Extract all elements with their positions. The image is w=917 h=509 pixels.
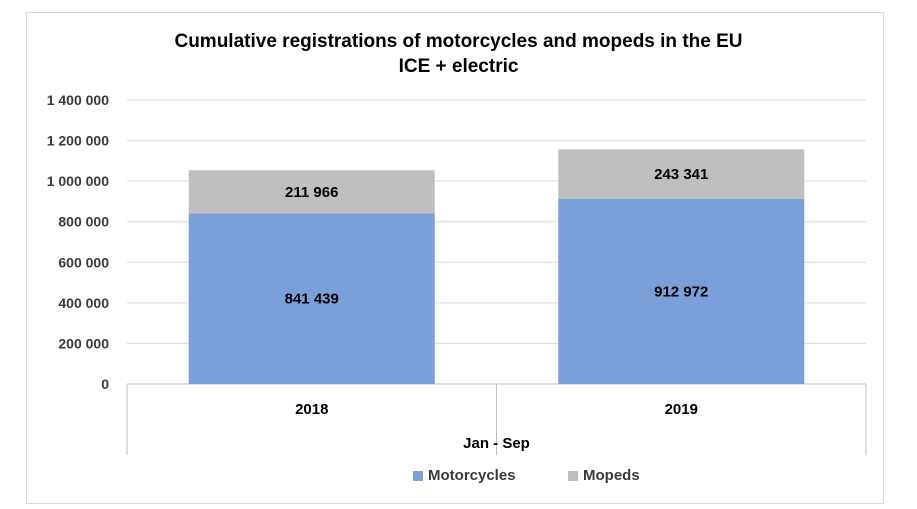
y-tick-label-4: 800 000 bbox=[58, 214, 109, 230]
legend-item-motorcycles: Motorcycles bbox=[413, 467, 516, 484]
y-tick-label-5: 1 000 000 bbox=[47, 173, 109, 189]
legend-label-mopeds: Mopeds bbox=[583, 467, 640, 484]
legend: Motorcycles Mopeds bbox=[0, 467, 917, 489]
x-tick-label-2018: 2018 bbox=[295, 401, 328, 418]
y-tick-label-3: 600 000 bbox=[58, 254, 109, 270]
chart-subtitle: ICE + electric bbox=[398, 56, 519, 77]
data-label-motorcycles-2019: 912 972 bbox=[654, 283, 708, 300]
legend-swatch-motorcycles bbox=[413, 470, 423, 481]
legend-item-mopeds: Mopeds bbox=[568, 467, 640, 484]
data-label-mopeds-2018: 211 966 bbox=[285, 184, 338, 201]
bar-motorcycles-2019 bbox=[558, 198, 805, 384]
chart-title-block: Cumulative registrations of motorcycles … bbox=[0, 29, 917, 79]
y-tick-label-0: 0 bbox=[101, 376, 109, 392]
data-label-motorcycles-2018: 841 439 bbox=[285, 291, 339, 308]
legend-label-motorcycles: Motorcycles bbox=[428, 467, 516, 484]
x-tick-label-2019: 2019 bbox=[665, 401, 698, 418]
chart-title: Cumulative registrations of motorcycles … bbox=[174, 31, 743, 52]
data-label-mopeds-2019: 243 341 bbox=[654, 166, 708, 183]
y-tick-label-6: 1 200 000 bbox=[47, 133, 109, 149]
y-tick-label-1: 200 000 bbox=[58, 335, 109, 351]
bar-mopeds-2018 bbox=[188, 170, 435, 214]
x-axis-title: Jan - Sep bbox=[463, 435, 530, 452]
y-tick-label-7: 1 400 000 bbox=[47, 92, 109, 108]
bar-motorcycles-2018 bbox=[188, 213, 435, 384]
y-tick-label-2: 400 000 bbox=[58, 295, 109, 311]
legend-swatch-mopeds bbox=[568, 470, 578, 481]
bar-mopeds-2019 bbox=[558, 149, 805, 199]
